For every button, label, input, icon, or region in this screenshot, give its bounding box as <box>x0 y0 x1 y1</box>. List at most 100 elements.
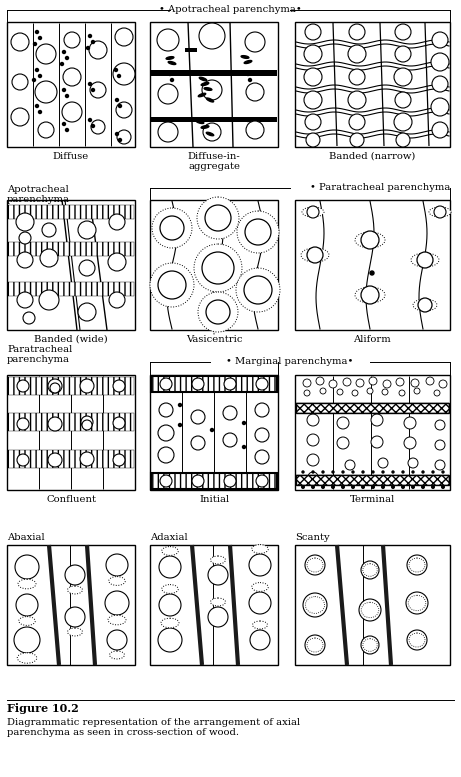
Circle shape <box>171 78 173 82</box>
Circle shape <box>224 378 236 390</box>
Circle shape <box>242 445 246 448</box>
Circle shape <box>157 29 179 51</box>
Circle shape <box>342 471 344 473</box>
Circle shape <box>211 428 213 431</box>
Text: Adaxial: Adaxial <box>150 533 188 542</box>
Circle shape <box>81 416 93 428</box>
Circle shape <box>19 232 31 244</box>
Circle shape <box>116 102 132 118</box>
Circle shape <box>442 486 444 488</box>
Ellipse shape <box>150 263 194 307</box>
Circle shape <box>372 486 374 488</box>
Circle shape <box>435 420 445 430</box>
Circle shape <box>191 410 205 424</box>
Circle shape <box>245 219 271 245</box>
Circle shape <box>305 114 321 130</box>
Ellipse shape <box>109 577 125 585</box>
Circle shape <box>350 133 364 147</box>
Circle shape <box>117 130 131 144</box>
Circle shape <box>78 303 96 321</box>
Circle shape <box>312 486 314 488</box>
Circle shape <box>345 460 355 470</box>
Circle shape <box>402 486 404 488</box>
Text: Aliform: Aliform <box>353 335 391 344</box>
Text: Banded (wide): Banded (wide) <box>34 335 108 344</box>
Circle shape <box>255 403 269 417</box>
Circle shape <box>342 486 344 488</box>
Circle shape <box>307 247 323 263</box>
Circle shape <box>442 471 444 473</box>
Circle shape <box>383 380 391 388</box>
Circle shape <box>48 417 62 431</box>
Ellipse shape <box>67 628 83 636</box>
Circle shape <box>105 591 129 615</box>
Bar <box>7 375 135 490</box>
Ellipse shape <box>409 558 425 572</box>
Ellipse shape <box>152 208 192 248</box>
Text: • Paratracheal parenchyma: • Paratracheal parenchyma <box>310 183 450 193</box>
Bar <box>150 545 278 665</box>
Circle shape <box>301 486 304 488</box>
Circle shape <box>223 433 237 447</box>
Bar <box>151 473 277 489</box>
Ellipse shape <box>19 617 35 625</box>
Ellipse shape <box>355 287 385 303</box>
Circle shape <box>80 379 94 393</box>
Circle shape <box>39 37 41 40</box>
Bar <box>8 242 134 256</box>
Circle shape <box>178 423 182 427</box>
Circle shape <box>158 84 178 104</box>
Circle shape <box>208 565 228 585</box>
Circle shape <box>337 417 349 429</box>
Circle shape <box>48 453 62 467</box>
Circle shape <box>414 388 420 394</box>
Circle shape <box>91 124 95 127</box>
Circle shape <box>361 561 379 579</box>
Bar <box>8 282 134 296</box>
Text: Confluent: Confluent <box>46 495 96 504</box>
Bar <box>7 22 135 147</box>
Circle shape <box>91 89 95 92</box>
Circle shape <box>250 630 270 650</box>
Circle shape <box>395 46 411 62</box>
Circle shape <box>332 471 334 473</box>
Circle shape <box>256 475 268 487</box>
Circle shape <box>422 486 424 488</box>
Circle shape <box>307 454 319 466</box>
Circle shape <box>205 205 231 231</box>
Circle shape <box>89 119 91 121</box>
Ellipse shape <box>168 61 176 64</box>
Circle shape <box>322 471 324 473</box>
Circle shape <box>11 33 29 51</box>
Circle shape <box>431 486 434 488</box>
Circle shape <box>63 89 65 92</box>
Ellipse shape <box>302 207 324 217</box>
Ellipse shape <box>161 618 179 628</box>
Circle shape <box>348 45 366 63</box>
Circle shape <box>434 390 440 396</box>
Circle shape <box>64 32 80 48</box>
Ellipse shape <box>301 248 329 262</box>
Circle shape <box>395 24 411 40</box>
Circle shape <box>431 53 449 71</box>
Circle shape <box>63 68 81 86</box>
Circle shape <box>48 379 62 393</box>
Ellipse shape <box>204 88 212 90</box>
Bar <box>151 117 277 122</box>
Text: Figure 10.2: Figure 10.2 <box>7 703 79 714</box>
Bar <box>151 376 277 392</box>
Ellipse shape <box>207 98 213 102</box>
Circle shape <box>108 253 126 271</box>
Circle shape <box>367 388 373 394</box>
Circle shape <box>87 47 89 50</box>
Circle shape <box>348 91 366 109</box>
Circle shape <box>89 34 91 37</box>
Circle shape <box>106 554 128 576</box>
Circle shape <box>244 276 272 304</box>
Circle shape <box>432 122 448 138</box>
Circle shape <box>202 252 234 284</box>
Circle shape <box>89 41 107 59</box>
Circle shape <box>304 390 310 396</box>
Circle shape <box>434 206 446 218</box>
Ellipse shape <box>237 211 279 253</box>
